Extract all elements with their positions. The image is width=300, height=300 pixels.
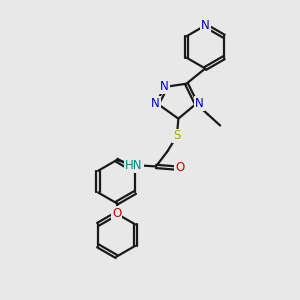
- Text: S: S: [173, 130, 181, 142]
- Text: N: N: [201, 19, 210, 32]
- Text: O: O: [112, 207, 121, 220]
- Text: N: N: [151, 97, 160, 110]
- Text: O: O: [175, 161, 184, 174]
- Text: N: N: [160, 80, 169, 93]
- Text: N: N: [195, 97, 204, 110]
- Text: HN: HN: [125, 159, 142, 172]
